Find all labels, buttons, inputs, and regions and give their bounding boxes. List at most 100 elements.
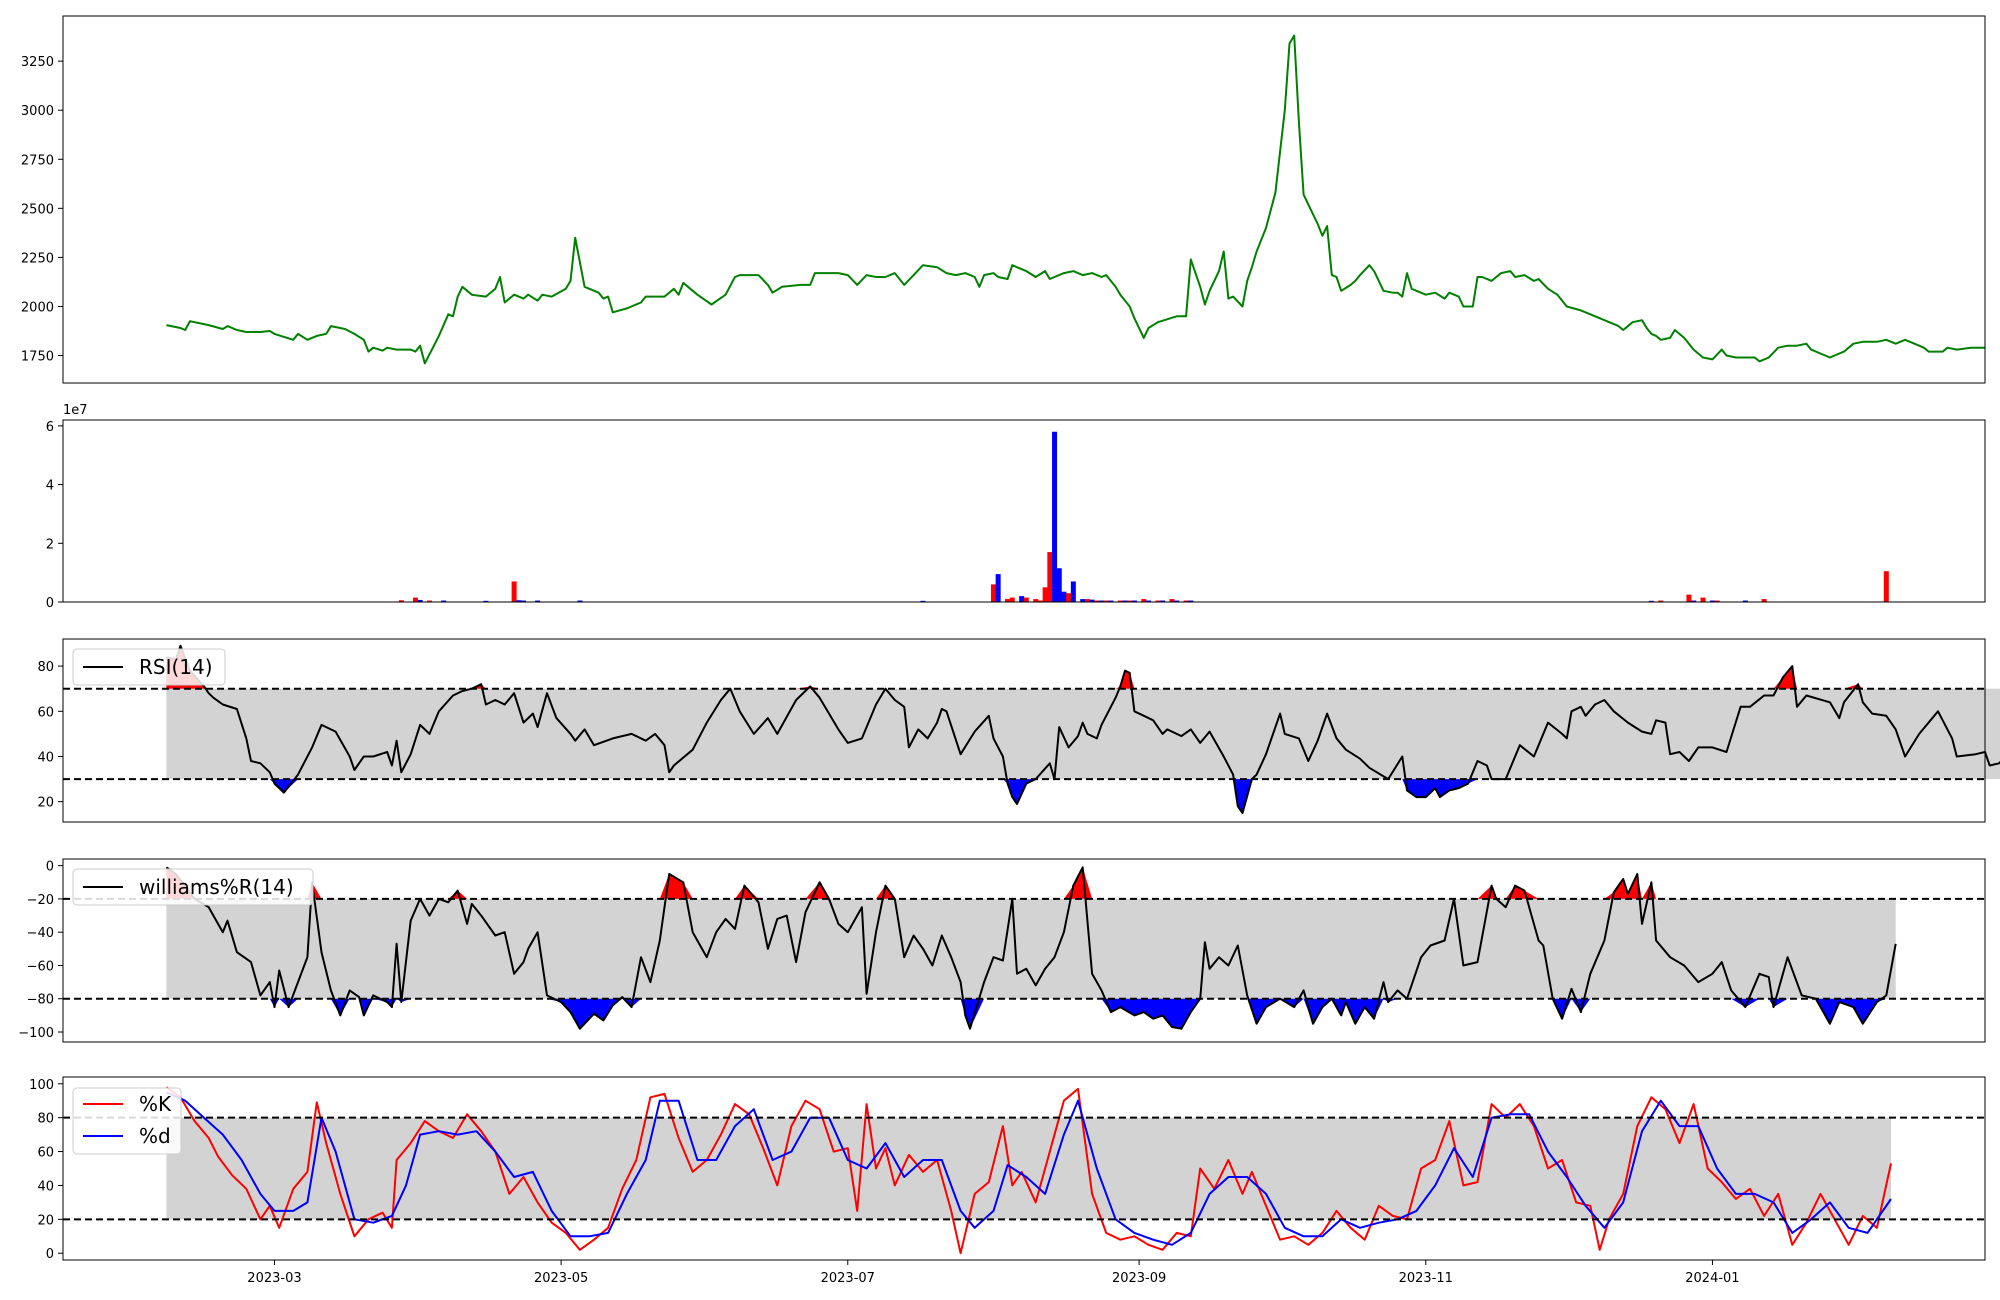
y-tick-label: 2 [46, 537, 54, 552]
neutral-band [166, 688, 2000, 780]
volume-bar [1009, 597, 1015, 602]
volume-bar [1056, 568, 1062, 602]
volume-bar [1160, 600, 1166, 602]
x-tick-label: 2023-11 [1399, 1271, 1453, 1286]
volume-bar [1023, 597, 1029, 602]
volume-bar [412, 597, 418, 602]
y-tick-label: 40 [37, 750, 54, 765]
volume-bar [1099, 600, 1105, 602]
volume-bar [516, 600, 522, 602]
y-tick-label: 60 [37, 1146, 54, 1161]
volume-bar [483, 600, 489, 602]
volume-bar [1103, 600, 1109, 602]
volume-bar [1108, 600, 1114, 602]
volume-bar [1141, 599, 1147, 602]
y-tick-label: 2250 [21, 251, 54, 266]
x-tick-label: 2023-05 [534, 1271, 588, 1286]
volume-bar [1047, 552, 1053, 602]
y-tick-label: 3000 [21, 104, 54, 119]
volume-panel: 0 2 4 6 [46, 419, 1986, 611]
volume-bar [521, 600, 527, 602]
williams-legend: williams%R(14) [72, 868, 314, 906]
y-tick-label: 80 [37, 660, 54, 675]
y-tick-label: 40 [37, 1179, 54, 1194]
volume-bar [441, 600, 447, 602]
x-tick-label: 2023-07 [821, 1271, 875, 1286]
overbought-fill [166, 645, 2000, 689]
volume-bar [1709, 600, 1715, 602]
x-tick-label: 2023-03 [247, 1271, 301, 1286]
y-tick-label: 2000 [21, 300, 54, 315]
y-tick-label: 100 [29, 1078, 54, 1093]
y-tick-label: 2750 [21, 153, 54, 168]
axes-frame [62, 638, 1986, 823]
axes-frame [62, 419, 1986, 603]
y-tick-label: 0 [46, 860, 54, 875]
overbought-fill [166, 867, 1896, 899]
volume-bar [1700, 597, 1706, 602]
rsi-legend-label: RSI(14) [139, 655, 213, 679]
volume-bar [1066, 593, 1072, 602]
volume-bar [1019, 596, 1025, 602]
volume-bar [1686, 594, 1692, 602]
volume-bar [427, 600, 433, 602]
volume-bar [1714, 600, 1720, 602]
volume-offset-label: 1e7 [63, 403, 88, 418]
k-legend-label: %K [139, 1092, 172, 1116]
oversold-fill [166, 998, 1896, 1029]
stochastic-legend: %K %d [72, 1087, 182, 1155]
volume-bar [1658, 600, 1664, 602]
y-tick-label: 4 [46, 479, 54, 494]
volume-bar [417, 599, 423, 602]
y-tick-label: −40 [27, 926, 54, 941]
price-panel: 1750 2000 2250 2500 2750 3000 3250 [21, 15, 1986, 384]
y-tick-label: −60 [27, 959, 54, 974]
y-tick-label: 80 [37, 1112, 54, 1127]
volume-bar [1089, 599, 1095, 602]
volume-bar [1037, 600, 1043, 602]
y-tick-label: 3250 [21, 55, 54, 70]
volume-bar [990, 584, 996, 602]
williams-line [165, 866, 1897, 1030]
stochastic-panel: 0 20 40 60 80 100 [29, 1076, 1986, 1262]
volume-bar [1155, 600, 1161, 602]
x-axis: 2023-03 2023-05 2023-07 2023-09 2023-11 2024-… [247, 1260, 1740, 1286]
volume-bar [1070, 581, 1076, 602]
volume-bar [577, 600, 583, 602]
volume-bar [1146, 600, 1152, 602]
volume-bar [398, 600, 404, 602]
axes-frame [62, 858, 1986, 1043]
volume-bar [1084, 599, 1090, 602]
volume-bar [1648, 600, 1654, 602]
y-tick-label: 0 [46, 1247, 54, 1262]
volume-bar [1127, 600, 1133, 602]
volume-bar [1080, 599, 1086, 602]
rsi-legend-box [72, 648, 226, 686]
volume-bar [1122, 600, 1128, 602]
axes-frame [62, 15, 1986, 384]
williams-r-panel: −100 −80 −60 −40 −20 0 [18, 858, 1986, 1043]
volume-bar [1174, 600, 1180, 602]
oversold-fill [166, 779, 2000, 813]
volume-bar [1169, 599, 1175, 602]
volume-bar [1742, 600, 1748, 602]
volume-bar [535, 600, 541, 602]
y-tick-label: 20 [37, 1213, 54, 1228]
rsi-legend: RSI(14) [72, 648, 226, 686]
rsi-line [166, 644, 2000, 814]
y-tick-label: −80 [27, 993, 54, 1008]
neutral-band [166, 898, 1896, 999]
rsi-panel: 20 40 60 80 [37, 638, 2000, 823]
x-tick-label: 2024-01 [1685, 1271, 1739, 1286]
williams-legend-label: williams%R(14) [139, 875, 294, 899]
volume-bar [1131, 600, 1137, 602]
volume-bar [511, 581, 517, 602]
y-tick-label: −100 [18, 1026, 54, 1041]
volume-bar [1061, 591, 1067, 602]
volume-bar [1117, 600, 1123, 602]
price-line [166, 34, 1985, 365]
volume-bar [1691, 600, 1697, 602]
volume-bar [1094, 600, 1100, 602]
volume-bar [1005, 599, 1011, 602]
